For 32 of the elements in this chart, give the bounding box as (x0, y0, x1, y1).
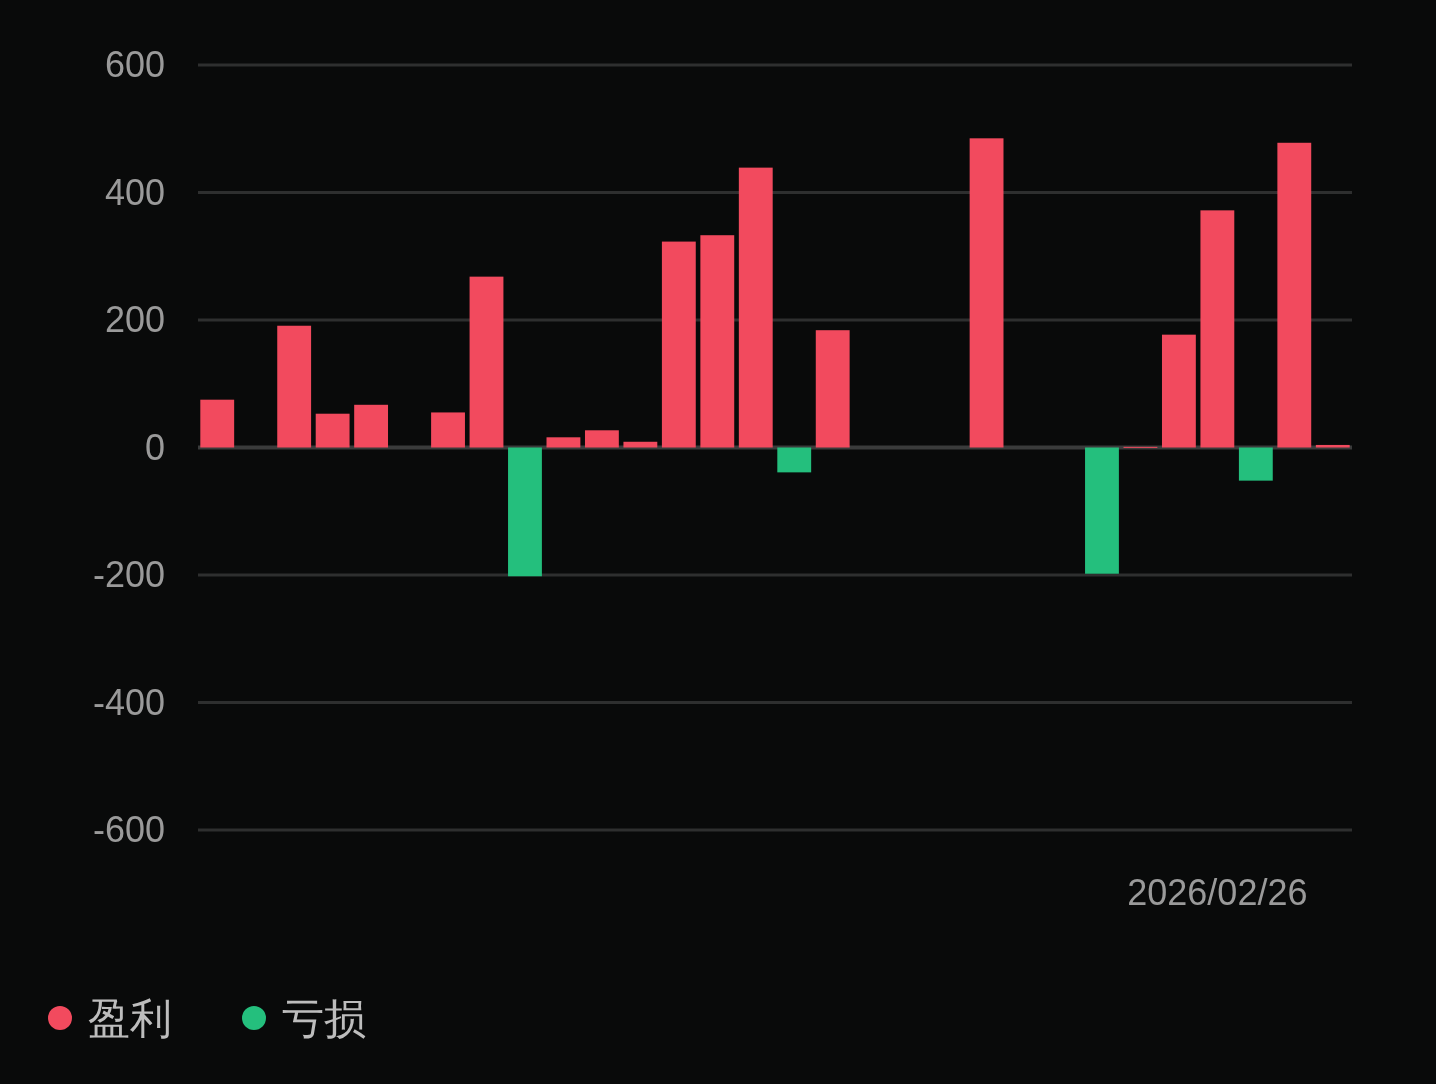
y-tick-label: -400 (92, 681, 165, 723)
y-tick-label: 400 (104, 171, 165, 213)
x-tick-label: 2026/02/26 (1127, 872, 1308, 913)
legend-label: 亏损 (282, 995, 366, 1042)
bar (546, 437, 581, 448)
bar (431, 412, 465, 448)
bar (1315, 444, 1350, 448)
y-tick-label: 0 (144, 426, 165, 468)
legend-label: 盈利 (88, 995, 172, 1042)
y-tick-label: 600 (104, 44, 165, 85)
bar (508, 447, 542, 577)
bar (354, 404, 389, 448)
bar (469, 276, 504, 448)
bar (200, 399, 235, 448)
bar (661, 241, 696, 448)
bar (815, 330, 850, 448)
bar (277, 325, 312, 448)
y-tick-label: 200 (104, 299, 165, 340)
bar (969, 138, 1004, 448)
bar (1161, 334, 1196, 448)
bar (777, 447, 812, 473)
bar (584, 430, 619, 448)
bar (1200, 210, 1235, 448)
y-tick-label: -600 (92, 809, 165, 850)
bar (738, 167, 773, 448)
bar (1238, 447, 1273, 481)
bar (700, 235, 735, 448)
bar (623, 441, 658, 448)
bar (315, 413, 350, 448)
bar (1085, 447, 1119, 574)
y-tick-label: -200 (92, 554, 165, 595)
bar (1277, 142, 1312, 448)
